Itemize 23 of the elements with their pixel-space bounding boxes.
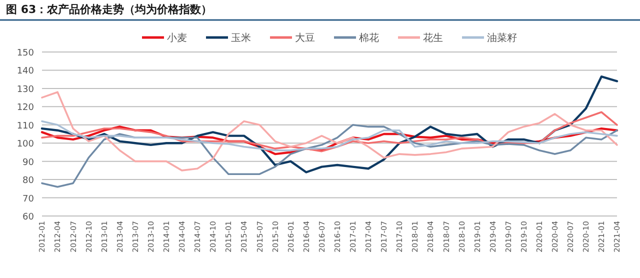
legend-label: 油菜籽 [487,32,517,44]
line-series [41,91,618,172]
line-series [41,124,618,188]
y-tick-label: 70 [22,194,34,204]
line-series [40,76,618,174]
y-tick-label: 80 [22,176,34,186]
y-tick-label: 90 [22,158,34,168]
legend-label: 棉花 [359,32,379,44]
y-tick-label: 140 [16,66,34,77]
y-tick-label: 130 [16,84,34,95]
legend-label: 大豆 [295,32,315,44]
line-series [41,120,618,152]
y-tick-label: 150 [16,48,34,58]
legend-label: 玉米 [231,32,251,44]
legend-label: 花生 [423,32,443,44]
legend-label: 小麦 [167,32,187,44]
line-series [41,111,618,152]
y-tick-label: 120 [16,103,34,114]
y-tick-label: 110 [16,121,34,132]
line-series [40,126,618,156]
y-tick-label: 100 [16,140,34,150]
chart-title: 图 63：农产品价格走势（均为价格指数） [6,3,212,16]
y-tick-label: 60 [22,212,34,222]
